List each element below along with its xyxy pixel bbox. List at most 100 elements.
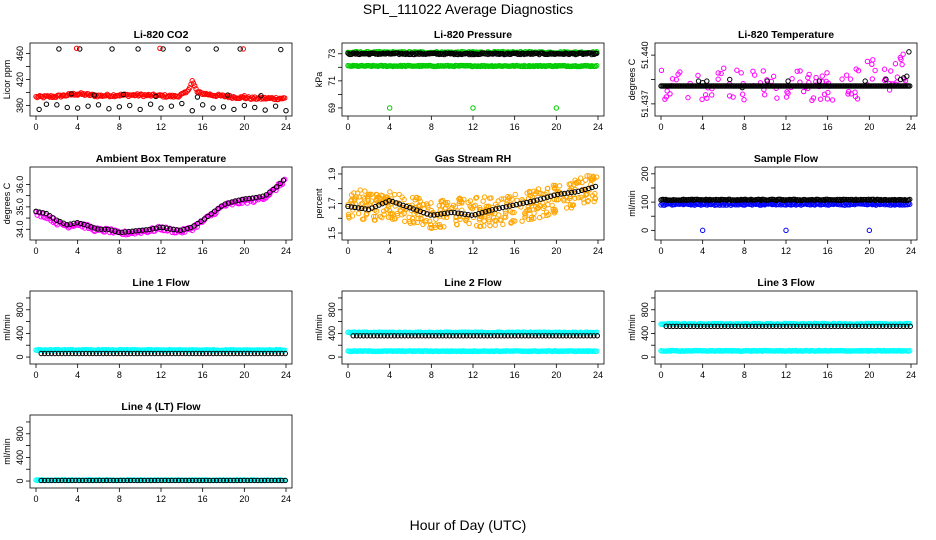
data-point bbox=[48, 350, 55, 357]
data-point bbox=[52, 477, 58, 484]
data-point bbox=[739, 84, 745, 91]
data-point bbox=[158, 477, 165, 484]
data-point bbox=[41, 477, 48, 484]
data-point bbox=[870, 196, 877, 202]
data-point bbox=[591, 333, 597, 339]
data-point bbox=[194, 94, 201, 100]
data-point bbox=[114, 477, 120, 484]
x-tick-label: 8 bbox=[742, 122, 747, 132]
data-point bbox=[512, 191, 518, 198]
data-point bbox=[105, 92, 112, 99]
y-tick-label: 800 bbox=[327, 302, 337, 317]
data-point bbox=[222, 201, 228, 207]
x-tick-label: 24 bbox=[593, 122, 603, 132]
data-point bbox=[231, 350, 237, 357]
data-point bbox=[33, 208, 39, 215]
data-point bbox=[117, 477, 123, 484]
data-point bbox=[505, 333, 511, 339]
data-point bbox=[132, 228, 139, 234]
data-point bbox=[811, 323, 817, 330]
data-point bbox=[540, 213, 546, 219]
data-point bbox=[74, 219, 80, 226]
data-point bbox=[169, 477, 175, 484]
data-point bbox=[362, 188, 368, 194]
data-point bbox=[241, 102, 248, 109]
data-point bbox=[79, 477, 86, 484]
data-point bbox=[862, 323, 869, 330]
data-point bbox=[189, 350, 196, 357]
data-point bbox=[750, 68, 756, 74]
data-point bbox=[852, 89, 858, 95]
data-point bbox=[153, 93, 159, 100]
data-point bbox=[487, 222, 493, 229]
data-point bbox=[110, 477, 117, 484]
data-point bbox=[553, 105, 560, 111]
y-axis-title: ml/min bbox=[2, 314, 12, 341]
data-point bbox=[160, 46, 166, 52]
data-point bbox=[200, 477, 206, 484]
data-point bbox=[515, 51, 521, 58]
data-point bbox=[727, 76, 733, 83]
x-tick-label: 8 bbox=[742, 246, 747, 256]
data-point bbox=[392, 203, 398, 209]
data-point bbox=[198, 218, 204, 225]
x-tick-label: 8 bbox=[117, 370, 122, 380]
data-point bbox=[494, 333, 501, 339]
data-point bbox=[182, 350, 189, 357]
data-point bbox=[845, 323, 852, 330]
data-point bbox=[121, 477, 127, 484]
data-point bbox=[103, 350, 110, 357]
data-point bbox=[237, 350, 244, 357]
data-point bbox=[137, 106, 143, 113]
data-point bbox=[62, 350, 68, 357]
x-tick-label: 8 bbox=[429, 370, 434, 380]
data-point bbox=[371, 217, 378, 223]
data-point bbox=[420, 221, 426, 228]
data-point bbox=[268, 477, 275, 484]
data-point bbox=[797, 323, 803, 330]
data-point bbox=[126, 228, 132, 235]
data-point bbox=[69, 477, 75, 484]
data-point bbox=[551, 185, 558, 192]
data-point bbox=[346, 213, 352, 220]
data-point bbox=[68, 91, 75, 97]
data-point bbox=[572, 177, 578, 183]
data-point bbox=[244, 477, 251, 484]
data-point bbox=[498, 333, 504, 339]
data-point bbox=[398, 333, 405, 339]
data-point bbox=[115, 229, 122, 236]
data-point bbox=[553, 197, 560, 203]
data-point bbox=[556, 183, 563, 189]
data-point bbox=[86, 350, 93, 357]
data-point bbox=[510, 202, 516, 209]
data-point bbox=[531, 215, 537, 222]
data-point bbox=[467, 198, 474, 204]
data-point bbox=[240, 46, 246, 52]
data-point bbox=[509, 196, 515, 202]
data-point bbox=[907, 323, 913, 330]
data-point bbox=[155, 350, 161, 357]
data-point bbox=[866, 227, 873, 234]
data-point bbox=[241, 93, 248, 99]
data-point bbox=[837, 196, 843, 203]
data-point bbox=[546, 211, 552, 218]
data-point bbox=[460, 333, 466, 339]
data-point bbox=[167, 226, 173, 232]
data-point bbox=[91, 225, 98, 231]
chart-title: Sample Flow bbox=[754, 153, 819, 165]
data-point bbox=[534, 197, 540, 203]
data-point bbox=[67, 221, 74, 227]
data-point bbox=[842, 323, 848, 330]
data-point bbox=[427, 212, 434, 218]
data-point bbox=[388, 333, 394, 339]
data-point bbox=[186, 350, 192, 357]
data-point bbox=[585, 198, 591, 205]
data-point bbox=[275, 477, 282, 484]
data-point bbox=[481, 194, 488, 200]
data-point bbox=[248, 350, 254, 357]
data-point bbox=[522, 333, 528, 339]
data-point bbox=[72, 350, 79, 357]
data-point bbox=[394, 210, 400, 217]
x-tick-label: 12 bbox=[468, 370, 478, 380]
data-point bbox=[90, 477, 96, 484]
